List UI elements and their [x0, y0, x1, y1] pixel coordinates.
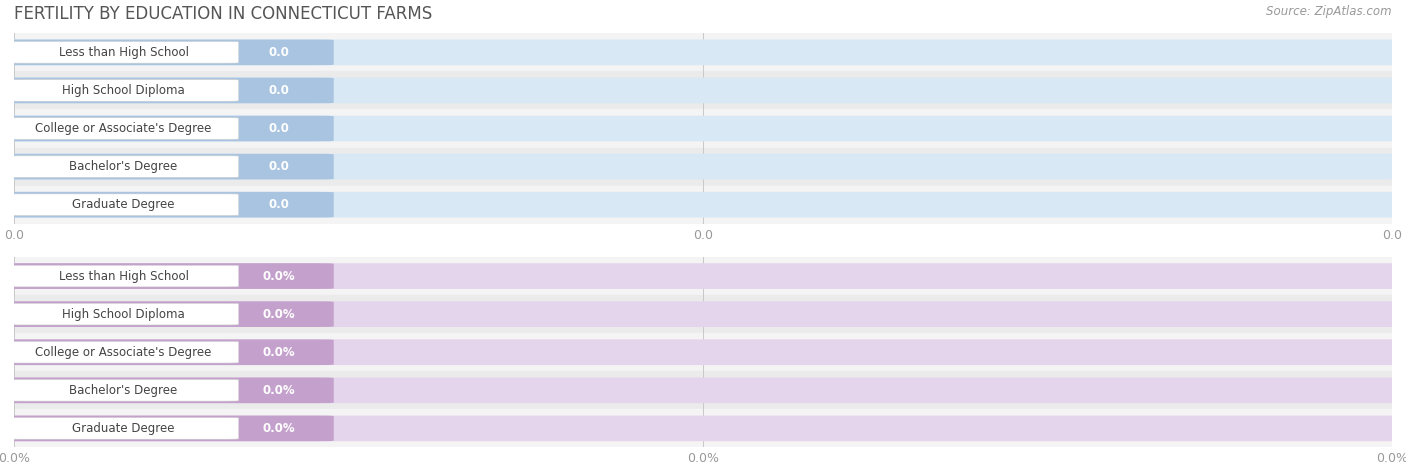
- FancyBboxPatch shape: [8, 194, 239, 216]
- Text: Bachelor's Degree: Bachelor's Degree: [69, 160, 177, 173]
- Text: Bachelor's Degree: Bachelor's Degree: [69, 384, 177, 397]
- Bar: [14, 295, 1392, 333]
- FancyBboxPatch shape: [0, 301, 1406, 327]
- Text: 0.0%: 0.0%: [263, 346, 295, 359]
- FancyBboxPatch shape: [8, 79, 239, 101]
- Bar: [14, 409, 1392, 447]
- Bar: [14, 71, 1392, 109]
- FancyBboxPatch shape: [0, 192, 333, 218]
- FancyBboxPatch shape: [0, 192, 1406, 218]
- FancyBboxPatch shape: [0, 40, 333, 65]
- Text: FERTILITY BY EDUCATION IN CONNECTICUT FARMS: FERTILITY BY EDUCATION IN CONNECTICUT FA…: [14, 5, 432, 23]
- Text: Graduate Degree: Graduate Degree: [72, 198, 174, 211]
- Bar: [14, 333, 1392, 371]
- FancyBboxPatch shape: [0, 263, 1406, 289]
- FancyBboxPatch shape: [8, 265, 239, 287]
- Text: Source: ZipAtlas.com: Source: ZipAtlas.com: [1267, 5, 1392, 18]
- Text: Graduate Degree: Graduate Degree: [72, 422, 174, 435]
- Text: 0.0: 0.0: [269, 46, 290, 59]
- Bar: [14, 371, 1392, 409]
- Bar: [14, 109, 1392, 148]
- Text: 0.0: 0.0: [269, 160, 290, 173]
- FancyBboxPatch shape: [0, 154, 1406, 179]
- Text: Less than High School: Less than High School: [59, 269, 188, 283]
- FancyBboxPatch shape: [8, 341, 239, 363]
- Text: High School Diploma: High School Diploma: [62, 84, 186, 97]
- Bar: [14, 33, 1392, 71]
- FancyBboxPatch shape: [8, 41, 239, 63]
- Text: Less than High School: Less than High School: [59, 46, 188, 59]
- Text: 0.0%: 0.0%: [263, 422, 295, 435]
- FancyBboxPatch shape: [0, 78, 333, 103]
- FancyBboxPatch shape: [0, 416, 1406, 441]
- Text: High School Diploma: High School Diploma: [62, 307, 186, 321]
- FancyBboxPatch shape: [0, 301, 333, 327]
- FancyBboxPatch shape: [8, 379, 239, 401]
- FancyBboxPatch shape: [8, 303, 239, 325]
- FancyBboxPatch shape: [0, 116, 333, 141]
- Text: 0.0%: 0.0%: [263, 307, 295, 321]
- Bar: [14, 148, 1392, 186]
- FancyBboxPatch shape: [0, 339, 333, 365]
- FancyBboxPatch shape: [0, 40, 1406, 65]
- Text: 0.0%: 0.0%: [263, 269, 295, 283]
- Bar: [14, 257, 1392, 295]
- Text: College or Associate's Degree: College or Associate's Degree: [35, 122, 212, 135]
- Text: 0.0: 0.0: [269, 84, 290, 97]
- FancyBboxPatch shape: [8, 118, 239, 139]
- FancyBboxPatch shape: [0, 154, 333, 179]
- FancyBboxPatch shape: [8, 417, 239, 439]
- FancyBboxPatch shape: [0, 263, 333, 289]
- FancyBboxPatch shape: [0, 78, 1406, 103]
- Text: 0.0%: 0.0%: [263, 384, 295, 397]
- FancyBboxPatch shape: [0, 377, 333, 403]
- Text: 0.0: 0.0: [269, 122, 290, 135]
- Bar: [14, 186, 1392, 224]
- FancyBboxPatch shape: [0, 377, 1406, 403]
- Text: College or Associate's Degree: College or Associate's Degree: [35, 346, 212, 359]
- FancyBboxPatch shape: [0, 116, 1406, 141]
- Text: 0.0: 0.0: [269, 198, 290, 211]
- FancyBboxPatch shape: [0, 416, 333, 441]
- FancyBboxPatch shape: [0, 339, 1406, 365]
- FancyBboxPatch shape: [8, 156, 239, 178]
